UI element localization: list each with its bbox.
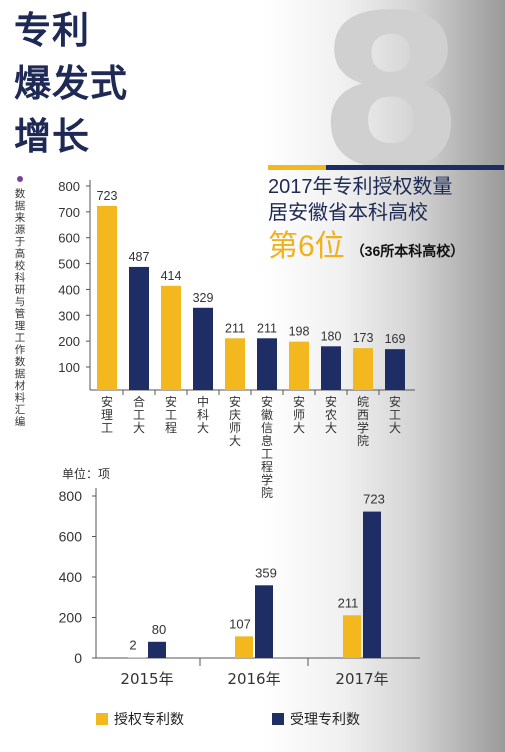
rank-accent-yellow <box>268 165 326 170</box>
legend-label-granted: 授权专利数 <box>114 712 184 728</box>
chart2-bar <box>363 511 381 658</box>
chart1-y-tick-label: 300 <box>58 308 80 323</box>
chart2-unit-label: 单位：项 <box>62 466 110 481</box>
chart2-y-tick-label: 200 <box>59 610 83 626</box>
legend-item-accepted: 受理专利数 <box>272 709 360 729</box>
chart1-value-label: 173 <box>353 331 374 345</box>
chart1-x-tick-label: 安师大 <box>293 394 305 435</box>
chart2-bar <box>148 641 166 658</box>
chart2-y-tick-label: 400 <box>59 569 83 585</box>
headline-line-3: 增长 <box>14 115 90 158</box>
chart1-x-tick-label: 合工大 <box>133 394 145 435</box>
chart2-x-tick-label: 2017年 <box>335 670 388 688</box>
chart1-x-tick-label: 皖西学院 <box>357 395 369 448</box>
big-number: 8 <box>318 0 465 215</box>
chart1-value-label: 211 <box>225 321 245 335</box>
chart1-bar <box>193 307 213 390</box>
chart2-value-label: 2 <box>129 638 136 653</box>
chart1-value-label: 414 <box>161 269 182 283</box>
chart2-bar <box>235 636 253 658</box>
chart1-x-tick-label: 安理工 <box>101 394 113 435</box>
chart1-bar <box>289 341 309 390</box>
chart1-y-tick-label: 400 <box>58 282 80 297</box>
rank-line-2: 居安徽省本科高校 <box>268 202 428 224</box>
chart1-y-tick-label: 600 <box>58 231 80 246</box>
chart1-y-tick-label: 500 <box>58 257 80 272</box>
chart1-bar <box>353 348 373 390</box>
chart1-value-label: 198 <box>289 325 310 339</box>
chart2-y-tick-label: 800 <box>59 488 83 504</box>
legend-label-accepted: 受理专利数 <box>290 712 360 728</box>
chart2-value-label: 211 <box>338 595 359 610</box>
chart1-value-label: 180 <box>321 329 342 343</box>
rank-note: （36所本科高校） <box>350 243 465 259</box>
chart1-bar <box>97 205 117 390</box>
chart1-value-label: 169 <box>385 332 406 346</box>
chart1-x-tick-label: 安徽信息工程学院 <box>261 394 273 500</box>
source-note-text: 数据来源于高校科研与管理工作数据材料汇编 <box>14 188 26 428</box>
legend-item-granted: 授权专利数 <box>96 709 184 729</box>
chart1-x-tick-label: 安农大 <box>325 394 337 435</box>
chart1-x-tick-label: 安工程 <box>165 394 177 435</box>
bullet-dot-icon <box>17 176 23 182</box>
chart1-y-tick-label: 800 <box>58 179 80 194</box>
rank-line-1: 2017年专利授权数量 <box>268 176 453 198</box>
rank-text: 2017年专利授权数量 居安徽省本科高校 第6位 （36所本科高校） <box>268 174 504 268</box>
chart1-bar <box>257 338 277 390</box>
chart1-y-tick-label: 200 <box>58 334 80 349</box>
rank-accent-navy <box>326 165 504 170</box>
chart1-x-tick-label: 中科大 <box>197 394 209 435</box>
chart2-y-tick-label: 600 <box>59 529 83 545</box>
chart1-bar <box>161 285 181 390</box>
chart2-bar <box>255 585 273 658</box>
headline-line-2: 爆发式 <box>14 62 128 105</box>
chart1-value-label: 723 <box>97 189 118 203</box>
chart1-y-tick-label: 700 <box>58 205 80 220</box>
chart2-value-label: 107 <box>229 616 251 631</box>
source-note: 数据来源于高校科研与管理工作数据材料汇编 <box>12 176 28 428</box>
chart1-value-label: 329 <box>193 291 214 305</box>
chart2-bar <box>343 615 361 658</box>
legend-swatch-granted <box>96 713 108 725</box>
chart1-value-label: 211 <box>257 321 277 335</box>
chart1-bar <box>225 338 245 390</box>
chart2-x-tick-label: 2015年 <box>120 670 173 688</box>
legend-swatch-accepted <box>272 713 284 725</box>
chart2-value-label: 80 <box>152 622 166 637</box>
chart1-bar <box>129 266 149 390</box>
headline-line-1: 专利 <box>14 9 90 52</box>
chart1-value-label: 487 <box>129 250 150 264</box>
chart2-y-tick-label: 0 <box>74 650 82 666</box>
chart1-bar <box>321 346 341 390</box>
chart1-bar <box>385 349 405 390</box>
chart1-x-tick-label: 安庆师大 <box>229 394 241 448</box>
chart1-x-tick-label: 安工大 <box>389 394 401 435</box>
rank-value: 第6位 <box>268 230 345 263</box>
chart2-x-tick-label: 2016年 <box>227 670 280 688</box>
headline: 专利 爆发式 增长 <box>14 4 128 163</box>
chart2-value-label: 359 <box>255 565 277 580</box>
chart1-y-tick-label: 100 <box>58 360 80 375</box>
chart2-value-label: 723 <box>363 492 385 507</box>
